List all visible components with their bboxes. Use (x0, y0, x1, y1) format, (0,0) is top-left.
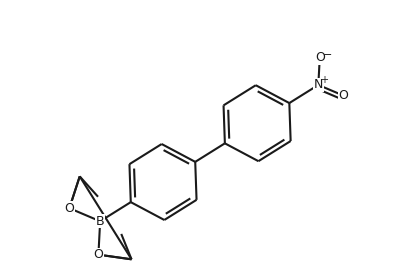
Text: +: + (320, 75, 328, 85)
Text: N: N (314, 78, 323, 92)
Text: −: − (323, 50, 332, 60)
Text: O: O (64, 202, 74, 215)
Text: B: B (96, 215, 105, 228)
Text: O: O (339, 89, 349, 102)
Text: O: O (315, 51, 325, 64)
Text: O: O (94, 248, 103, 261)
